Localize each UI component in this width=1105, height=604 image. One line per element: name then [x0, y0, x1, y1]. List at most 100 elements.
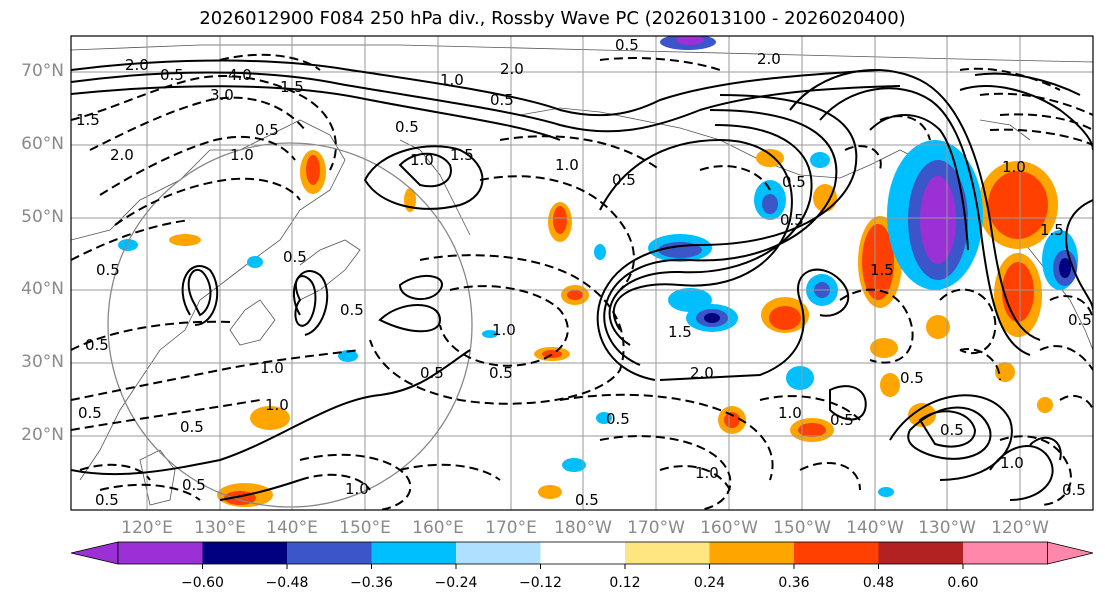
contour-label: 0.5 [830, 411, 854, 429]
contour-label: 0.5 [615, 36, 639, 54]
contour-label: 0.5 [95, 491, 119, 509]
colorbar-tick-label: 0.36 [778, 575, 810, 591]
contour-label: 0.5 [490, 91, 514, 109]
colorbar-swatch [709, 542, 794, 564]
contour-label: 0.5 [283, 248, 307, 266]
lon-label-170w: 170°W [627, 518, 685, 538]
colorbar-min-arrow [70, 541, 119, 565]
contour-label: 0.5 [96, 261, 120, 279]
contour-label: 1.0 [345, 480, 369, 498]
contour-label: 0.5 [182, 476, 206, 494]
contour-label: 0.5 [1068, 311, 1092, 329]
colorbar-swatch [202, 542, 287, 564]
contour-label: 1.0 [695, 464, 719, 482]
contour-label: 2.0 [757, 50, 781, 68]
contour-label: 1.5 [280, 78, 304, 96]
contour-label: 0.5 [420, 364, 444, 382]
colorbar-swatch [287, 542, 372, 564]
graticule [71, 36, 1093, 510]
contour-label: 0.5 [780, 211, 804, 229]
colorbar-tick-label: 0.60 [947, 575, 979, 591]
colorbar-swatch [540, 542, 625, 564]
contour-label: 0.5 [575, 491, 599, 509]
lat-label-60n: 60°N [21, 134, 64, 154]
contour-label: 4.0 [228, 66, 252, 84]
contour-label: 1.0 [1002, 158, 1026, 176]
solid-contours [71, 59, 1093, 501]
lat-label-30n: 30°N [21, 352, 64, 372]
contour-label: 0.5 [78, 404, 102, 422]
contour-label: 0.5 [940, 421, 964, 439]
colorbar-swatch [878, 542, 963, 564]
dashed-contours [71, 53, 1093, 510]
colorbar-tick-label: 0.24 [693, 575, 726, 591]
colorbar-frame [117, 541, 1048, 565]
coastlines [71, 44, 1093, 506]
contour-label: 0.5 [1062, 481, 1086, 499]
colorbar-tick-label: −0.36 [350, 575, 393, 591]
colorbar-tick-label: −0.12 [519, 575, 562, 591]
contour-label: 0.5 [85, 336, 109, 354]
lon-label-130w: 130°W [918, 518, 976, 538]
contour-label: 1.0 [778, 404, 802, 422]
colorbar-swatch [625, 542, 710, 564]
lat-label-20n: 20°N [21, 425, 64, 445]
contour-label: 0.5 [900, 369, 924, 387]
lat-label-70n: 70°N [21, 61, 64, 81]
contour-label: 0.5 [612, 171, 636, 189]
colorbar-swatch [118, 542, 203, 564]
colorbar-tick-label: −0.48 [265, 575, 309, 591]
lon-label-160w: 160°W [700, 518, 758, 538]
lon-label-140w: 140°W [846, 518, 904, 538]
contour-label: 1.5 [450, 146, 474, 164]
colorbar-swatch [456, 542, 541, 564]
lon-label-150w: 150°W [773, 518, 831, 538]
lon-label-120e: 120°E [121, 518, 173, 538]
contour-label: 1.5 [1040, 221, 1064, 239]
contour-labels: 2.0 0.5 4.0 3.0 1.5 0.5 2.0 1.0 0.5 0.5 … [76, 36, 1092, 509]
colorbar-tick-label: −0.24 [434, 575, 478, 591]
contour-label: 0.5 [395, 118, 419, 136]
contour-label: 2.0 [500, 60, 524, 78]
contour-label: 1.0 [440, 71, 464, 89]
colorbar-max-arrow [1047, 541, 1094, 565]
contour-label: 1.0 [265, 396, 289, 414]
lon-label-150e: 150°E [339, 518, 391, 538]
contour-label: 2.0 [110, 146, 134, 164]
contour-label: 0.5 [489, 364, 513, 382]
map-frame [70, 35, 1094, 511]
map-title: 2026012900 F084 250 hPa div., Rossby Wav… [199, 8, 906, 29]
lon-label-130e: 130°E [194, 518, 246, 538]
lon-label-180w: 180°W [554, 518, 612, 538]
contour-label: 1.0 [492, 321, 516, 339]
region-circle [107, 142, 473, 508]
lon-label-160e: 160°E [412, 518, 464, 538]
lon-label-140e: 140°E [266, 518, 318, 538]
colorbar-swatch [963, 542, 1048, 564]
contour-label: 1.0 [230, 146, 254, 164]
contour-label: 1.0 [555, 156, 579, 174]
contour-label: 0.5 [180, 418, 204, 436]
contour-label: 1.5 [668, 323, 692, 341]
map-content: 2.0 0.5 4.0 3.0 1.5 0.5 2.0 1.0 0.5 0.5 … [71, 36, 1093, 510]
contour-label: 0.5 [606, 410, 630, 428]
contour-label: 1.5 [870, 261, 894, 279]
colorbar-swatch [371, 542, 456, 564]
lon-label-170e: 170°E [485, 518, 537, 538]
contour-label: 3.0 [210, 86, 234, 104]
contour-label: 0.5 [255, 121, 279, 139]
contour-label: 0.5 [340, 301, 364, 319]
contour-label: 1.0 [410, 151, 434, 169]
contour-label: 0.5 [782, 173, 806, 191]
contour-label: 1.0 [260, 359, 284, 377]
colorbar-tick-label: 0.12 [609, 575, 641, 591]
lat-label-50n: 50°N [21, 207, 64, 227]
contour-label: 1.5 [76, 111, 100, 129]
contour-label: 2.0 [125, 56, 149, 74]
lat-label-40n: 40°N [21, 279, 64, 299]
colorbar-ticks [202, 564, 964, 569]
colorbar [70, 541, 1094, 569]
contour-label: 1.0 [1000, 454, 1024, 472]
contour-label: 2.0 [690, 364, 714, 382]
